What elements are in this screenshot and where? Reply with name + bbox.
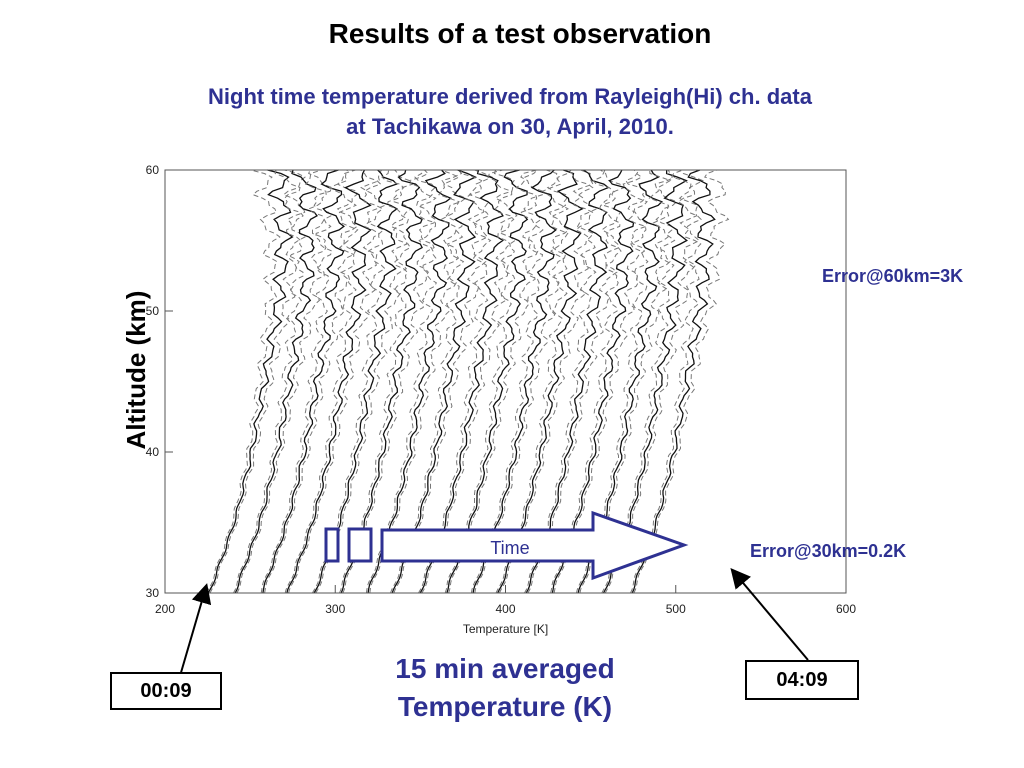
profile-error-upper [633, 169, 730, 594]
temperature-profile-line [340, 169, 423, 594]
profile-error-lower [390, 169, 465, 594]
temperature-profile-line [551, 169, 635, 594]
y-axis-ticks: 30 40 50 60 [146, 163, 173, 600]
error-30km-label: Error@30km=0.2K [750, 541, 907, 561]
x-tick-label: 300 [325, 602, 345, 616]
profile-error-lower [233, 169, 305, 594]
y-axis-title: Altitude (km) [121, 290, 151, 450]
temperature-profile-line [286, 169, 372, 594]
x-tick-label: 500 [666, 602, 686, 616]
temperature-profile-line [234, 169, 318, 594]
time-arrow [380, 510, 689, 581]
time-marker-box-2 [347, 527, 373, 563]
profile-error-lower [444, 169, 516, 594]
y-tick-label: 60 [146, 163, 160, 177]
x-axis-ticks: 200 300 400 500 600 [155, 585, 856, 616]
temperature-profile-line [313, 169, 399, 594]
error-60km-label: Error@60km=3K [822, 266, 964, 286]
profile-error-lower [524, 169, 597, 594]
temperature-profile-line [262, 169, 345, 594]
profile-error-lower [284, 169, 359, 594]
start-time-box: 00:09 [110, 672, 222, 710]
profile-error-lower [418, 169, 492, 594]
profile-error-upper [236, 169, 333, 594]
profile-error-lower [206, 169, 281, 594]
profile-error-upper [474, 169, 572, 594]
profile-error-lower [495, 169, 569, 594]
x-axis-label: Temperature [K] [463, 622, 548, 636]
time-marker-box-1 [324, 527, 340, 563]
profile-error-upper [421, 169, 518, 594]
subtitle-line-2: at Tachikawa on 30, April, 2010. [346, 114, 674, 139]
profile-error-upper [342, 169, 437, 594]
subtitle-line-1: Night time temperature derived from Rayl… [208, 84, 812, 109]
temperature-profile-line [391, 169, 478, 594]
start-time-pointer [179, 583, 212, 677]
temperature-profile-line [419, 169, 504, 594]
end-time-pointer [730, 567, 809, 661]
profile-error-upper [315, 169, 414, 594]
profile-error-lower [470, 169, 544, 594]
x-tick-label: 200 [155, 602, 175, 616]
temperature-profile-line [631, 169, 716, 594]
profile-error-lower [311, 169, 386, 594]
temperature-profile-line [446, 169, 529, 594]
y-tick-label: 30 [146, 586, 160, 600]
profile-error-lower [630, 169, 702, 594]
end-time-box: 04:09 [745, 660, 859, 700]
slide-title: Results of a test observation [328, 18, 712, 49]
temperature-profile-line [472, 169, 557, 594]
averaging-note-line-2: Temperature (K) [397, 691, 613, 722]
profile-error-lower [550, 169, 622, 594]
profile-error-lower [365, 169, 437, 594]
chart-subtitle: Night time temperature derived from Rayl… [100, 82, 920, 142]
profile-error-upper [448, 169, 544, 594]
profile-error-upper [369, 169, 467, 594]
profile-error-lower [260, 169, 333, 594]
temperature-profile-line [525, 169, 610, 594]
profile-error-upper [527, 169, 626, 594]
temperature-profile-line [497, 169, 584, 594]
profile-error-lower [601, 169, 676, 594]
averaging-note: 15 min averaged Temperature (K) [350, 650, 660, 726]
profile-error-lower [339, 169, 411, 594]
profile-error-upper [264, 169, 358, 594]
temperature-profile-line [207, 169, 294, 594]
y-tick-label: 40 [146, 445, 160, 459]
profile-error-upper [288, 169, 386, 594]
temperature-profile-line [367, 169, 452, 594]
profile-error-upper [209, 169, 306, 594]
profile-error-upper [553, 169, 648, 594]
y-tick-label: 50 [146, 304, 160, 318]
averaging-note-line-1: 15 min averaged [395, 653, 615, 684]
x-tick-label: 400 [495, 602, 515, 616]
profile-error-upper [498, 169, 598, 594]
profile-error-upper [604, 169, 704, 594]
x-tick-label: 600 [836, 602, 856, 616]
time-arrow-label: Time [490, 538, 529, 558]
temperature-profile-line [602, 169, 688, 594]
profile-error-upper [393, 169, 494, 594]
